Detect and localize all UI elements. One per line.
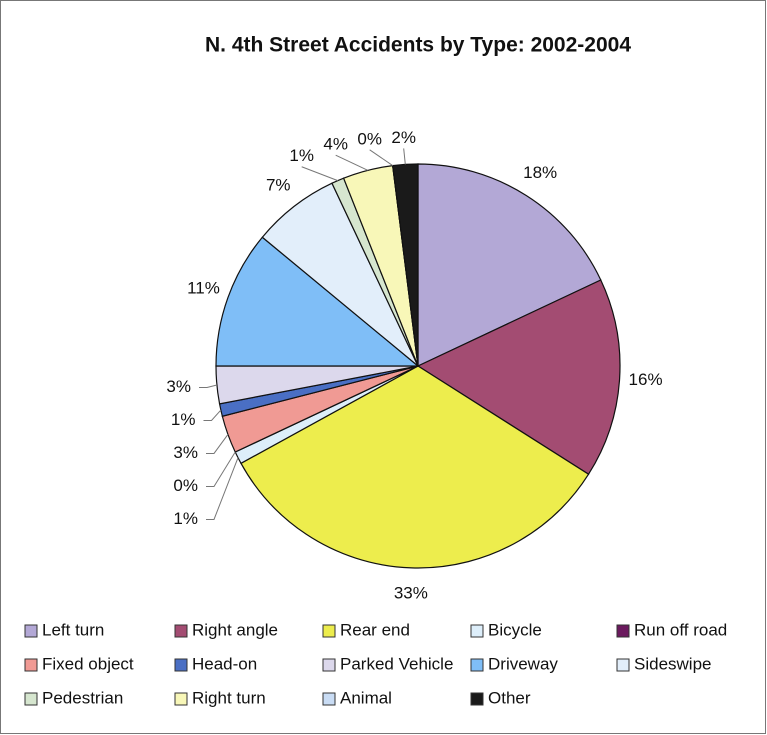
data-label: 33%	[394, 583, 428, 602]
data-label: 16%	[629, 370, 663, 389]
legend-swatch	[322, 658, 336, 672]
legend-swatch	[470, 692, 484, 706]
legend-label: Driveway	[488, 654, 558, 673]
data-label: 0%	[173, 476, 198, 495]
legend-label: Right turn	[192, 688, 266, 707]
leader-line	[403, 148, 406, 165]
legend-label: Rear end	[340, 620, 410, 639]
legend-label: Head-on	[192, 654, 257, 673]
data-label: 3%	[166, 377, 191, 396]
legend-swatch	[24, 658, 38, 672]
legend-swatch	[616, 658, 630, 672]
data-label: 2%	[391, 128, 416, 147]
leader-line	[206, 457, 239, 520]
legend-swatch	[174, 692, 188, 706]
legend-label: Animal	[340, 688, 392, 707]
data-label: 7%	[266, 175, 291, 194]
leader-line	[203, 409, 222, 421]
legend-swatch	[174, 658, 188, 672]
leader-line	[301, 166, 338, 182]
legend-swatch	[24, 692, 38, 706]
legend-label: Parked Vehicle	[340, 654, 453, 673]
data-label: 1%	[173, 509, 198, 528]
legend-swatch	[24, 624, 38, 638]
leader-line	[369, 149, 393, 167]
legend-label: Fixed object	[42, 654, 134, 673]
pie-slice	[392, 163, 419, 367]
data-label: 18%	[523, 163, 557, 182]
chart-title: N. 4th Street Accidents by Type: 2002-20…	[205, 34, 631, 57]
leader-line	[199, 384, 218, 388]
data-label: 1%	[289, 146, 314, 165]
legend-swatch	[470, 658, 484, 672]
leader-line	[206, 434, 229, 454]
data-label: 3%	[173, 443, 198, 462]
leader-line	[206, 451, 236, 487]
legend-label: Run off road	[634, 620, 727, 639]
data-label: 1%	[171, 410, 196, 429]
legend-label: Right angle	[192, 620, 278, 639]
data-label: 4%	[323, 135, 348, 154]
legend-swatch	[174, 624, 188, 638]
legend-swatch	[470, 624, 484, 638]
data-label: 0%	[357, 129, 382, 148]
legend-swatch	[322, 624, 336, 638]
legend-label: Left turn	[42, 620, 104, 639]
legend-swatch	[616, 624, 630, 638]
legend-label: Pedestrian	[42, 688, 123, 707]
leader-line	[335, 154, 368, 171]
data-label: 11%	[187, 278, 220, 297]
legend-label: Sideswipe	[634, 654, 712, 673]
legend-label: Bicycle	[488, 620, 542, 639]
pie-slice	[417, 163, 602, 367]
pie-slice	[240, 365, 590, 569]
pie-slice	[215, 236, 420, 367]
legend-label: Other	[488, 688, 531, 707]
legend-swatch	[322, 692, 336, 706]
pie-slice	[416, 279, 621, 476]
